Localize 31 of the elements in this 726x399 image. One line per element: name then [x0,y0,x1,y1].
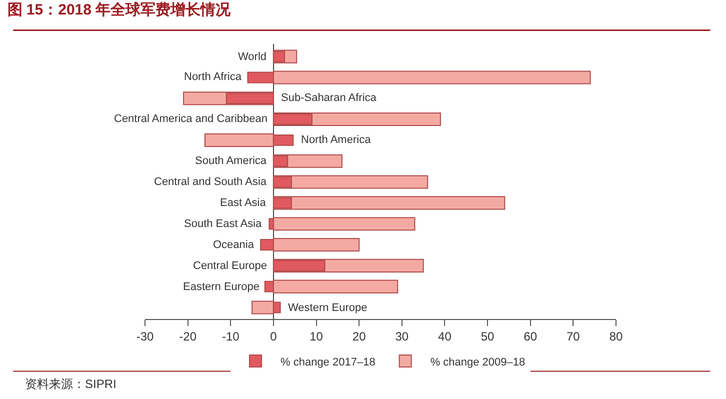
x-tick-label: 20 [352,329,366,344]
x-tick-label: 60 [524,329,538,344]
x-tick-label: 80 [609,329,623,344]
chart-title: 图 15：2018 年全球军费增长情况 [7,1,232,18]
y-tick-label: Western Europe [288,302,368,314]
y-tick-label: East Asia [220,197,267,209]
x-tick-label: 50 [480,329,495,344]
x-tick-label: -20 [179,329,197,344]
text: 资料来源：SIPRI [25,377,116,391]
legend-label: % change 2017–18 [280,356,376,368]
x-tick-label: 0 [270,329,278,344]
y-tick-label: South America [195,155,268,167]
x-tick-label: -30 [136,329,154,344]
y-tick-label: Central Europe [193,260,267,272]
x-tick-label: 70 [566,329,580,344]
y-tick-label: Eastern Europe [183,281,260,293]
bar [272,217,416,231]
legend-label: % change 2009–18 [430,356,526,368]
y-tick-label: Central and South Asia [154,176,268,188]
x-tick-label: -10 [222,329,240,344]
y-tick-label: Sub-Saharan Africa [281,92,378,104]
y-tick-label: North Africa [184,71,242,83]
x-tick-label: 30 [395,329,409,344]
y-tick-label: World [238,51,267,63]
y-tick-label: Central America and Caribbean [114,113,268,125]
y-tick-label: Oceania [213,239,255,251]
x-tick-label: 10 [310,329,324,344]
bar [272,196,506,210]
y-tick-label: South East Asia [184,218,263,230]
x-tick-label: 40 [438,329,452,344]
y-tick-label: North America [301,134,372,146]
